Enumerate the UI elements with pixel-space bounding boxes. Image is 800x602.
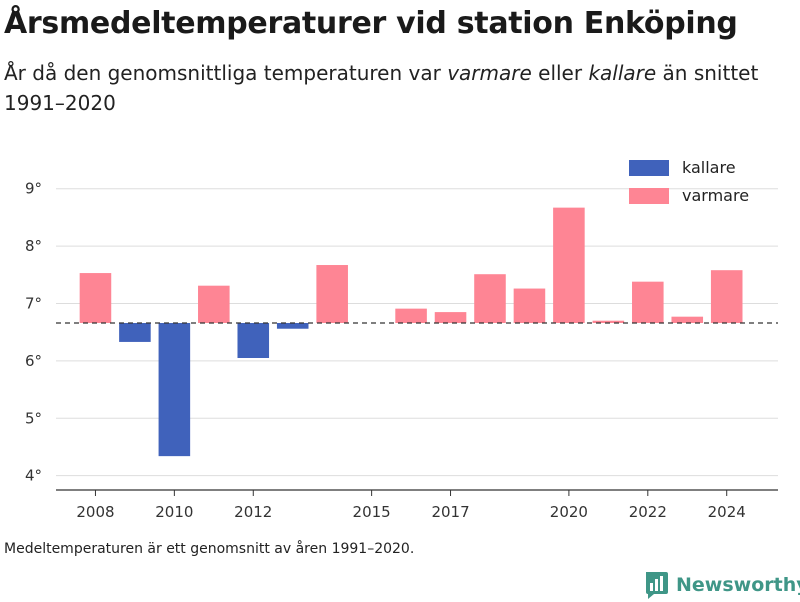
legend-swatch-varmare (629, 188, 669, 204)
x-tick-label: 2024 (708, 503, 746, 521)
bar-varmare (316, 265, 348, 323)
bar-kallare (158, 322, 191, 457)
bar-kallare (119, 322, 151, 342)
legend-swatch-kallare (629, 160, 669, 176)
bar-varmare (592, 320, 625, 323)
legend: kallare varmare (629, 158, 749, 205)
bar-varmare (710, 270, 743, 323)
y-tick-label: 7° (25, 294, 42, 312)
chart-subtitle: År då den genomsnittliga temperaturen va… (4, 58, 794, 118)
brand-name: Newsworthy (676, 574, 800, 596)
subtitle-text: eller (531, 61, 589, 85)
axis-layer: 4° 5° 6° 7° 8° 9° 2008 2010 2012 2015 2017 2020 2022… (25, 180, 778, 521)
x-tick-label: 2012 (234, 503, 272, 521)
bar-varmare (434, 312, 467, 323)
bar-varmare (632, 281, 664, 323)
bar-kallare (237, 322, 270, 358)
bar-kallare (276, 322, 309, 329)
y-tick-label: 9° (25, 180, 42, 198)
footnote: Medeltemperaturen är ett genomsnitt av å… (4, 541, 415, 557)
y-tick-label: 5° (25, 409, 42, 427)
bar-varmare (671, 316, 704, 323)
y-tick-label: 6° (25, 352, 42, 370)
bar-varmare (513, 288, 546, 323)
x-tick-label: 2022 (629, 503, 667, 521)
bar-layer (79, 207, 743, 457)
legend-label-kallare: kallare (682, 158, 736, 177)
subtitle-text: än snittet 1991–2020 (4, 61, 759, 115)
x-tick-label: 2010 (155, 503, 193, 521)
subtitle-emphasis-colder: kallare (588, 61, 657, 85)
subtitle-text: År då den genomsnittliga temperaturen va… (4, 61, 448, 85)
subtitle-emphasis-warmer: varmare (447, 61, 532, 85)
x-tick-label: 2017 (431, 503, 469, 521)
temperature-bar-chart: 4° 5° 6° 7° 8° 9° 2008 2010 2012 2015 2017 2020 2022… (25, 158, 778, 521)
x-tick-label: 2020 (550, 503, 588, 521)
bar-varmare (395, 308, 427, 323)
y-tick-label: 4° (25, 467, 42, 485)
newsworthy-icon (646, 572, 668, 599)
bar-varmare (79, 273, 112, 323)
x-tick-label: 2015 (353, 503, 391, 521)
legend-label-varmare: varmare (682, 186, 749, 205)
y-tick-label: 8° (25, 237, 42, 255)
chart-title: Årsmedeltemperaturer vid station Enköpin… (4, 6, 738, 41)
newsworthy-logo: Newsworthy (644, 568, 800, 602)
bar-varmare (553, 207, 585, 323)
x-tick-label: 2008 (76, 503, 114, 521)
bar-varmare (198, 285, 230, 323)
bar-varmare (474, 274, 506, 323)
